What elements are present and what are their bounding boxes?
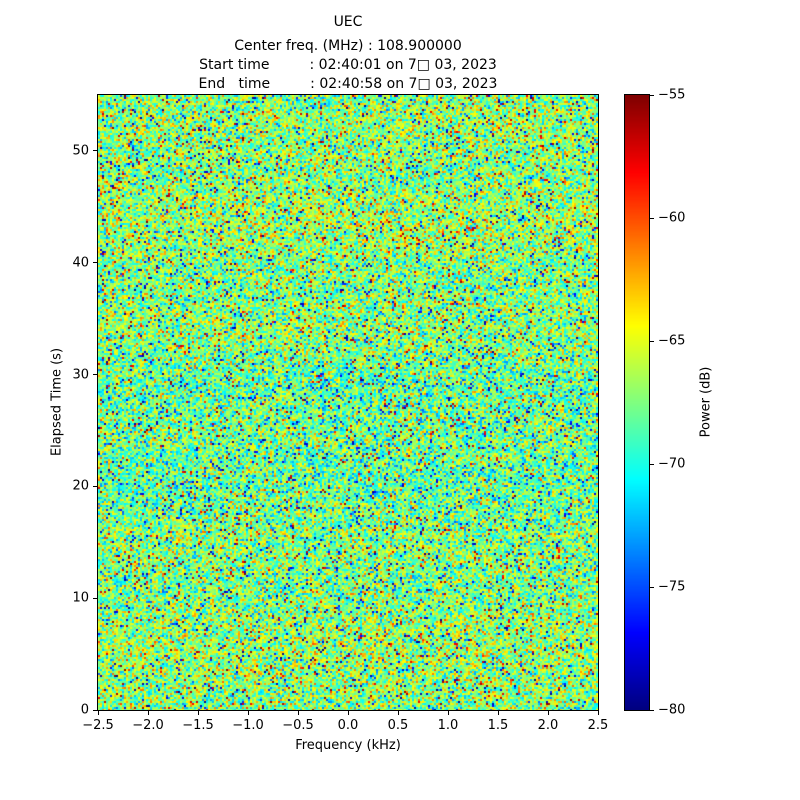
x-tick-label: 1.0 <box>437 718 459 733</box>
chart-title: UEC <box>333 14 363 30</box>
colorbar-tick-label: −65 <box>658 333 686 349</box>
colorbar-gradient-canvas <box>625 95 649 710</box>
x-tick-label: −1.0 <box>232 718 264 733</box>
colorbar-tick-mark <box>650 709 654 711</box>
center-frequency-line: Center freq. (MHz) : 108.900000 <box>234 38 462 54</box>
x-tick-label: −1.5 <box>182 718 214 733</box>
x-tick-mark <box>597 711 599 715</box>
x-tick-mark <box>447 711 449 715</box>
x-tick-mark <box>497 711 499 715</box>
colorbar-tick-label: −55 <box>658 87 686 103</box>
x-tick-label: 1.5 <box>487 718 509 733</box>
x-tick-label: 2.5 <box>587 718 609 733</box>
spectrogram-canvas <box>98 95 598 710</box>
x-axis-label: Frequency (kHz) <box>295 738 401 753</box>
y-tick-label: 50 <box>72 143 89 159</box>
y-tick-label: 20 <box>72 478 89 494</box>
x-tick-label: 0.5 <box>387 718 409 733</box>
y-axis-label: Elapsed Time (s) <box>49 347 65 457</box>
colorbar-tick-label: −80 <box>658 702 686 718</box>
x-tick-mark <box>147 711 149 715</box>
colorbar-tick-mark <box>650 94 654 96</box>
colorbar-label: Power (dB) <box>698 366 714 438</box>
x-tick-mark <box>397 711 399 715</box>
y-tick-label: 30 <box>72 367 89 383</box>
colorbar-tick-mark <box>650 217 654 219</box>
y-tick-mark <box>93 262 97 264</box>
y-tick-mark <box>93 374 97 376</box>
x-tick-mark <box>547 711 549 715</box>
y-tick-label: 0 <box>80 702 89 718</box>
plot-area <box>97 94 599 711</box>
x-tick-mark <box>297 711 299 715</box>
x-tick-label: −0.5 <box>282 718 314 733</box>
colorbar-tick-label: −70 <box>658 456 686 472</box>
colorbar-tick-mark <box>650 586 654 588</box>
y-tick-label: 40 <box>72 255 89 271</box>
y-tick-mark <box>93 709 97 711</box>
end-time-line: End time : 02:40:58 on 7□ 03, 2023 <box>198 76 498 92</box>
colorbar-tick-label: −60 <box>658 210 686 226</box>
x-tick-label: −2.0 <box>132 718 164 733</box>
colorbar-tick-mark <box>650 463 654 465</box>
x-tick-label: 0.0 <box>337 718 359 733</box>
y-tick-mark <box>93 597 97 599</box>
x-tick-label: 2.0 <box>537 718 559 733</box>
x-tick-mark <box>97 711 99 715</box>
x-tick-mark <box>197 711 199 715</box>
y-tick-mark <box>93 150 97 152</box>
x-tick-label: −2.5 <box>82 718 114 733</box>
start-time-line: Start time : 02:40:01 on 7□ 03, 2023 <box>199 57 497 73</box>
colorbar <box>624 94 650 711</box>
y-tick-label: 10 <box>72 590 89 606</box>
chart-subtitle-block: Center freq. (MHz) : 108.900000 Start ti… <box>48 37 648 94</box>
colorbar-tick-label: −75 <box>658 579 686 595</box>
colorbar-tick-mark <box>650 340 654 342</box>
x-tick-mark <box>247 711 249 715</box>
y-tick-mark <box>93 485 97 487</box>
x-tick-mark <box>347 711 349 715</box>
